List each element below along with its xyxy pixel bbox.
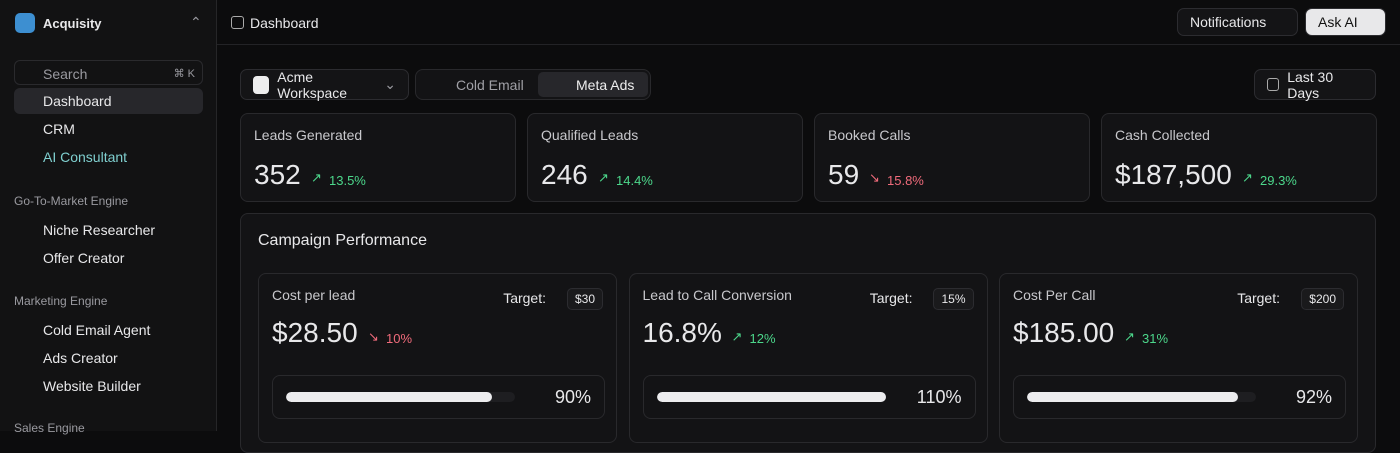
metric-value: $185.00 (1013, 317, 1115, 348)
metric-change: 10% (386, 331, 413, 346)
nav-item[interactable]: Niche Researcher (43, 222, 156, 238)
stat-label: Cash Collected (1115, 127, 1210, 143)
metric-card: Lead to Call Conversion 15% Target: 16.8% ↗ 1… (628, 273, 988, 443)
stat-label: Booked Calls (828, 127, 911, 143)
trend-icon: ↘ (869, 170, 880, 185)
progress-label: 92% (1295, 387, 1332, 407)
stat-label: Qualified Leads (541, 127, 639, 143)
stat-card: Leads Generated 352 13.5% ↗ (240, 113, 516, 202)
brand-logo (15, 13, 35, 33)
search-box[interactable]: Search ⌘ K (14, 60, 203, 85)
ask-ai: Ask AI (1318, 14, 1358, 30)
tab[interactable]: Meta Ads (538, 72, 648, 97)
nav-item[interactable]: Website Builder (43, 378, 141, 394)
trend-icon: ↘ (368, 329, 379, 344)
section-title[interactable]: Sales Engine (14, 421, 85, 435)
tabs: Cold Email Meta Ads (415, 69, 651, 100)
ask-ai-button[interactable]: Ask AI (1305, 8, 1386, 36)
trend-icon: ↗ (311, 170, 322, 185)
trend-icon: ↗ (731, 329, 743, 344)
nav-item[interactable]: Cold Email Agent (43, 322, 151, 338)
stat-value: 246 (541, 159, 588, 190)
progress-label: 90% (554, 387, 591, 407)
target-label: Target: (503, 290, 546, 306)
stat-change: 15.8% (887, 173, 924, 188)
stat-value: 352 (254, 159, 301, 190)
target-badge: $30 (566, 288, 603, 310)
metric-label: Cost Per Call (1013, 287, 1096, 303)
date-range-button[interactable]: Last 30 Days (1254, 68, 1376, 101)
progress-bar (656, 392, 886, 402)
stat-card: Qualified Leads 246 14.4% ↗ (527, 113, 803, 202)
date-range: Last 30 Days (1287, 68, 1334, 101)
stat-change: 13.5% (329, 173, 366, 188)
stat-label: Leads Generated (254, 127, 363, 143)
search: Search (43, 66, 88, 82)
stat-card: Booked Calls 59 15.8% ↘ (814, 113, 1090, 202)
nav-item[interactable]: Offer Creator (43, 250, 125, 266)
progress-bar (1027, 392, 1238, 402)
section-title[interactable]: Marketing Engine (14, 294, 108, 308)
notifications-button[interactable]: Notifications (1177, 8, 1298, 36)
metric-label: Cost per lead (272, 287, 356, 303)
campaign-title: Campaign Performance (258, 232, 427, 249)
metric-card: Cost Per Call $200 Target: $185.00 ↗ 31% 92% (999, 273, 1358, 443)
metric-card: Cost per lead $30 Target: $28.50 ↘ 10% 90% (258, 273, 617, 443)
metric-label: Lead to Call Conversion (642, 287, 792, 303)
nav-item[interactable]: AI Consultant (43, 149, 128, 165)
brand-switch[interactable]: ⌃ (190, 14, 202, 30)
workspace: Acme Workspace (277, 68, 348, 101)
header: Dashboard Notifications Ask AI (217, 0, 1400, 45)
target-label: Target: (869, 290, 913, 306)
stat-change: 29.3% (1260, 173, 1297, 188)
nav-item[interactable]: Ads Creator (43, 350, 118, 366)
dashboard-icon (231, 16, 244, 29)
metric-change: 12% (749, 331, 776, 346)
progress-box: 90% (272, 375, 605, 419)
tab[interactable]: Cold Email (456, 77, 524, 93)
progress-track (1027, 392, 1256, 402)
trend-icon: ↗ (1124, 329, 1135, 344)
trend-icon: ↗ (598, 170, 609, 185)
workspace-select[interactable]: Acme Workspace ⌄ (240, 68, 409, 101)
shortcut: ⌘ K (173, 68, 195, 80)
progress-box: 110% (642, 375, 976, 419)
nav-item[interactable]: CRM (43, 121, 75, 137)
target-badge: $200 (1301, 288, 1344, 310)
stat-change: 14.4% (616, 173, 653, 188)
progress-label: 110% (916, 387, 962, 407)
page-title: Dashboard (250, 15, 319, 31)
stat-card: Cash Collected $187,500 29.3% ↗ (1101, 113, 1377, 202)
trend-icon: ↗ (1242, 170, 1253, 185)
metric-value: 16.8% (642, 317, 722, 348)
progress-track (656, 392, 886, 402)
target-badge: 15% (933, 288, 974, 310)
progress-track (286, 392, 515, 402)
metric-change: 31% (1142, 331, 1169, 346)
metric-value: $28.50 (272, 317, 358, 348)
progress-box: 92% (1013, 375, 1346, 419)
section-title[interactable]: Go-To-Market Engine (14, 194, 129, 208)
stat-value: 59 (828, 159, 860, 190)
sidebar: Acquisity ⌃ Search ⌘ K Dashboard CRM AI Co… (0, 0, 217, 435)
target-label: Target: (1237, 290, 1280, 306)
progress-bar (286, 392, 493, 402)
brand[interactable]: Acquisity (43, 16, 102, 31)
stat-value: $187,500 (1115, 159, 1232, 190)
notifications: Notifications (1190, 14, 1267, 30)
nav-item[interactable]: Dashboard (14, 88, 203, 114)
